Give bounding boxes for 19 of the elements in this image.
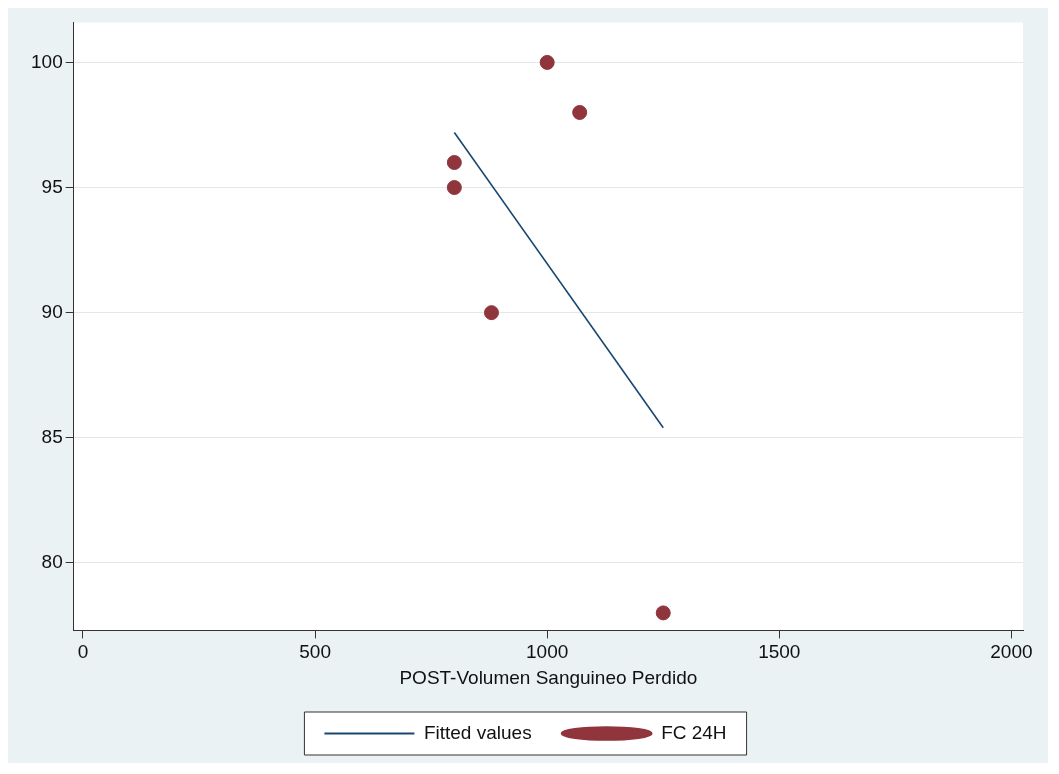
point: [539, 54, 555, 70]
x-tick-label: 0: [77, 641, 89, 663]
legend-label: FC 24H: [661, 721, 727, 743]
y-tick-label: 85: [41, 425, 63, 447]
y-tick-label: 80: [41, 551, 63, 573]
y-tick-label: 90: [41, 300, 63, 322]
point: [446, 155, 462, 171]
x-tick-label: 1500: [758, 641, 801, 663]
y-tick-label: 100: [31, 50, 63, 72]
point: [655, 605, 671, 621]
point: [572, 104, 588, 120]
x-axis-title: POST-Volumen Sanguineo Perdido: [399, 666, 698, 688]
legend-label: Fitted values: [423, 721, 532, 743]
x-tick-label: 500: [299, 641, 331, 663]
x-tick-label: 2000: [990, 641, 1033, 663]
x-tick-label: 1000: [526, 641, 569, 663]
point: [483, 305, 499, 321]
y-tick-label: 95: [41, 175, 63, 197]
point: [446, 180, 462, 196]
